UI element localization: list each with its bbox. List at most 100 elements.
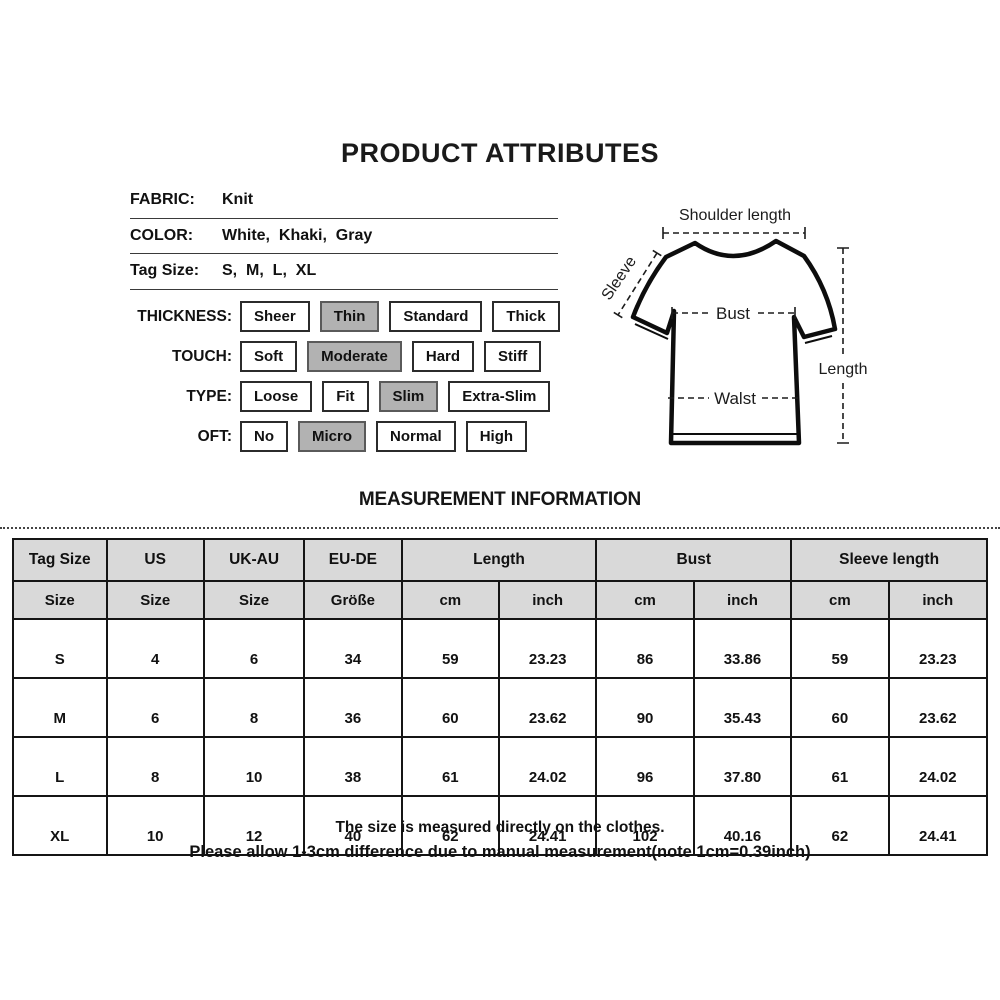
option-button[interactable]: Stiff xyxy=(484,341,542,372)
table-cell: 33.86 xyxy=(692,618,793,679)
table-cell: 10 xyxy=(202,736,306,797)
sub-header: inch xyxy=(692,580,793,620)
table-cell: 62 xyxy=(790,795,890,856)
attribute-list: FABRIC: Knit COLOR: White, Khaki, Gray T… xyxy=(130,183,558,290)
measure-tick xyxy=(613,249,662,319)
option-button[interactable]: Extra-Slim xyxy=(448,381,551,412)
option-row-thickness: THICKNESS: Sheer Thin Standard Thick xyxy=(130,301,600,332)
sub-header: Größe xyxy=(303,580,403,620)
table-cell: 38 xyxy=(303,736,403,797)
right-cuff-line xyxy=(804,335,833,344)
table-cell: 6 xyxy=(202,618,306,679)
page-title: PRODUCT ATTRIBUTES xyxy=(341,138,659,168)
table-cell: 60 xyxy=(400,677,500,738)
column-header: Length xyxy=(400,538,598,582)
table-cell: 24.02 xyxy=(887,736,989,797)
sub-header: Size xyxy=(12,580,108,620)
option-button[interactable]: Fit xyxy=(322,381,369,412)
sub-header: cm xyxy=(790,580,890,620)
table-cell: 23.62 xyxy=(887,677,989,738)
measure-tick xyxy=(662,227,806,239)
option-row-type: TYPE: Loose Fit Slim Extra-Slim xyxy=(130,381,600,412)
table-cell: 35.43 xyxy=(692,677,793,738)
table-cell: 37.80 xyxy=(692,736,793,797)
table-cell: 24.02 xyxy=(497,736,598,797)
table-cell: 24.41 xyxy=(497,795,598,856)
table-row-m: M 6 8 36 60 23.62 90 35.43 60 23.62 xyxy=(12,677,989,738)
option-button[interactable]: Moderate xyxy=(307,341,402,372)
table-cell: 40.16 xyxy=(692,795,793,856)
sub-header: cm xyxy=(595,580,695,620)
attribute-row-fabric: FABRIC: Knit xyxy=(130,183,558,219)
table-cell: 96 xyxy=(595,736,695,797)
option-button[interactable]: Sheer xyxy=(240,301,310,332)
option-button[interactable]: Hard xyxy=(411,341,475,372)
table-cell: 6 xyxy=(105,677,205,738)
table-cell: 61 xyxy=(790,736,890,797)
table-cell: 90 xyxy=(595,677,695,738)
option-button[interactable]: Loose xyxy=(240,381,313,412)
table-cell: 86 xyxy=(595,618,695,679)
option-row-label: THICKNESS: xyxy=(137,307,232,325)
table-cell: 62 xyxy=(400,795,500,856)
column-header: EU-DE xyxy=(303,538,403,582)
shoulder-length-label: Shoulder length xyxy=(679,207,791,224)
size-chart-table: Tag Size US UK-AU EU-DE Length Bust Slee… xyxy=(12,538,989,856)
table-cell: 10 xyxy=(105,795,205,856)
note-line: The size is measured directly on the clo… xyxy=(335,819,665,836)
table-cell: XL xyxy=(12,795,108,856)
bust-label: Bust xyxy=(716,304,750,323)
attribute-label: FABRIC: xyxy=(130,191,195,209)
table-row-l: L 8 10 38 61 24.02 96 37.80 61 24.02 xyxy=(12,736,989,797)
measure-tick xyxy=(671,307,796,319)
table-cell: 23.23 xyxy=(497,618,598,679)
table-cell: 61 xyxy=(400,736,500,797)
option-button[interactable]: No xyxy=(240,421,288,452)
attribute-row-color: COLOR: White, Khaki, Gray xyxy=(130,219,558,254)
attribute-label: COLOR: xyxy=(130,226,194,244)
option-button[interactable]: High xyxy=(465,421,528,452)
table-row-s: S 4 6 34 59 23.23 86 33.86 59 23.23 xyxy=(12,618,989,679)
option-list: THICKNESS: Sheer Thin Standard Thick TOU… xyxy=(130,301,600,461)
table-cell: M xyxy=(12,677,108,738)
option-button[interactable]: Micro xyxy=(298,421,367,452)
option-button[interactable]: Thick xyxy=(492,301,560,332)
table-cell: 8 xyxy=(105,736,205,797)
table-cell: 23.62 xyxy=(497,677,598,738)
table-cell: 23.23 xyxy=(887,618,989,679)
table-cell: L xyxy=(12,736,108,797)
option-button[interactable]: Standard xyxy=(389,301,483,332)
sleeve-measure-line xyxy=(617,252,658,316)
dotted-divider xyxy=(0,527,1000,529)
table-cell: 24.41 xyxy=(887,795,989,856)
sub-header: Size xyxy=(202,580,306,620)
measure-tick xyxy=(837,247,849,444)
table-cell: 36 xyxy=(303,677,403,738)
measurement-notes: The size is measured directly on the clo… xyxy=(0,819,1000,862)
table-cell: 60 xyxy=(790,677,890,738)
sub-header: cm xyxy=(400,580,500,620)
attribute-value: Knit xyxy=(222,191,254,209)
length-label: Length xyxy=(819,361,868,378)
option-row-oft: OFT: No Micro Normal High xyxy=(130,421,600,452)
option-button[interactable]: Slim xyxy=(378,381,439,412)
column-header: Tag Size xyxy=(12,538,108,582)
table-sub-header-row: Size Size Size Größe cm inch cm inch cm … xyxy=(12,580,989,620)
tshirt-measure-diagram: Shoulder length Sleeve Bust Walst Length xyxy=(599,207,868,446)
option-button[interactable]: Normal xyxy=(376,421,456,452)
left-cuff-line xyxy=(634,323,669,340)
table-cell: 12 xyxy=(202,795,306,856)
option-button[interactable]: Soft xyxy=(240,341,298,372)
option-row-label: TOUCH: xyxy=(172,347,232,365)
sub-header: inch xyxy=(887,580,989,620)
option-row-touch: TOUCH: Soft Moderate Hard Stiff xyxy=(130,341,600,372)
measurement-title: MEASUREMENT INFORMATION xyxy=(358,489,642,510)
table-cell: 34 xyxy=(303,618,403,679)
attribute-label: Tag Size: xyxy=(130,262,200,280)
option-button[interactable]: Thin xyxy=(319,301,380,332)
sub-header: inch xyxy=(497,580,598,620)
table-row-xl: XL 10 12 40 62 24.41 102 40.16 62 24.41 xyxy=(12,795,989,856)
table-cell: 59 xyxy=(790,618,890,679)
column-header: Bust xyxy=(595,538,793,582)
